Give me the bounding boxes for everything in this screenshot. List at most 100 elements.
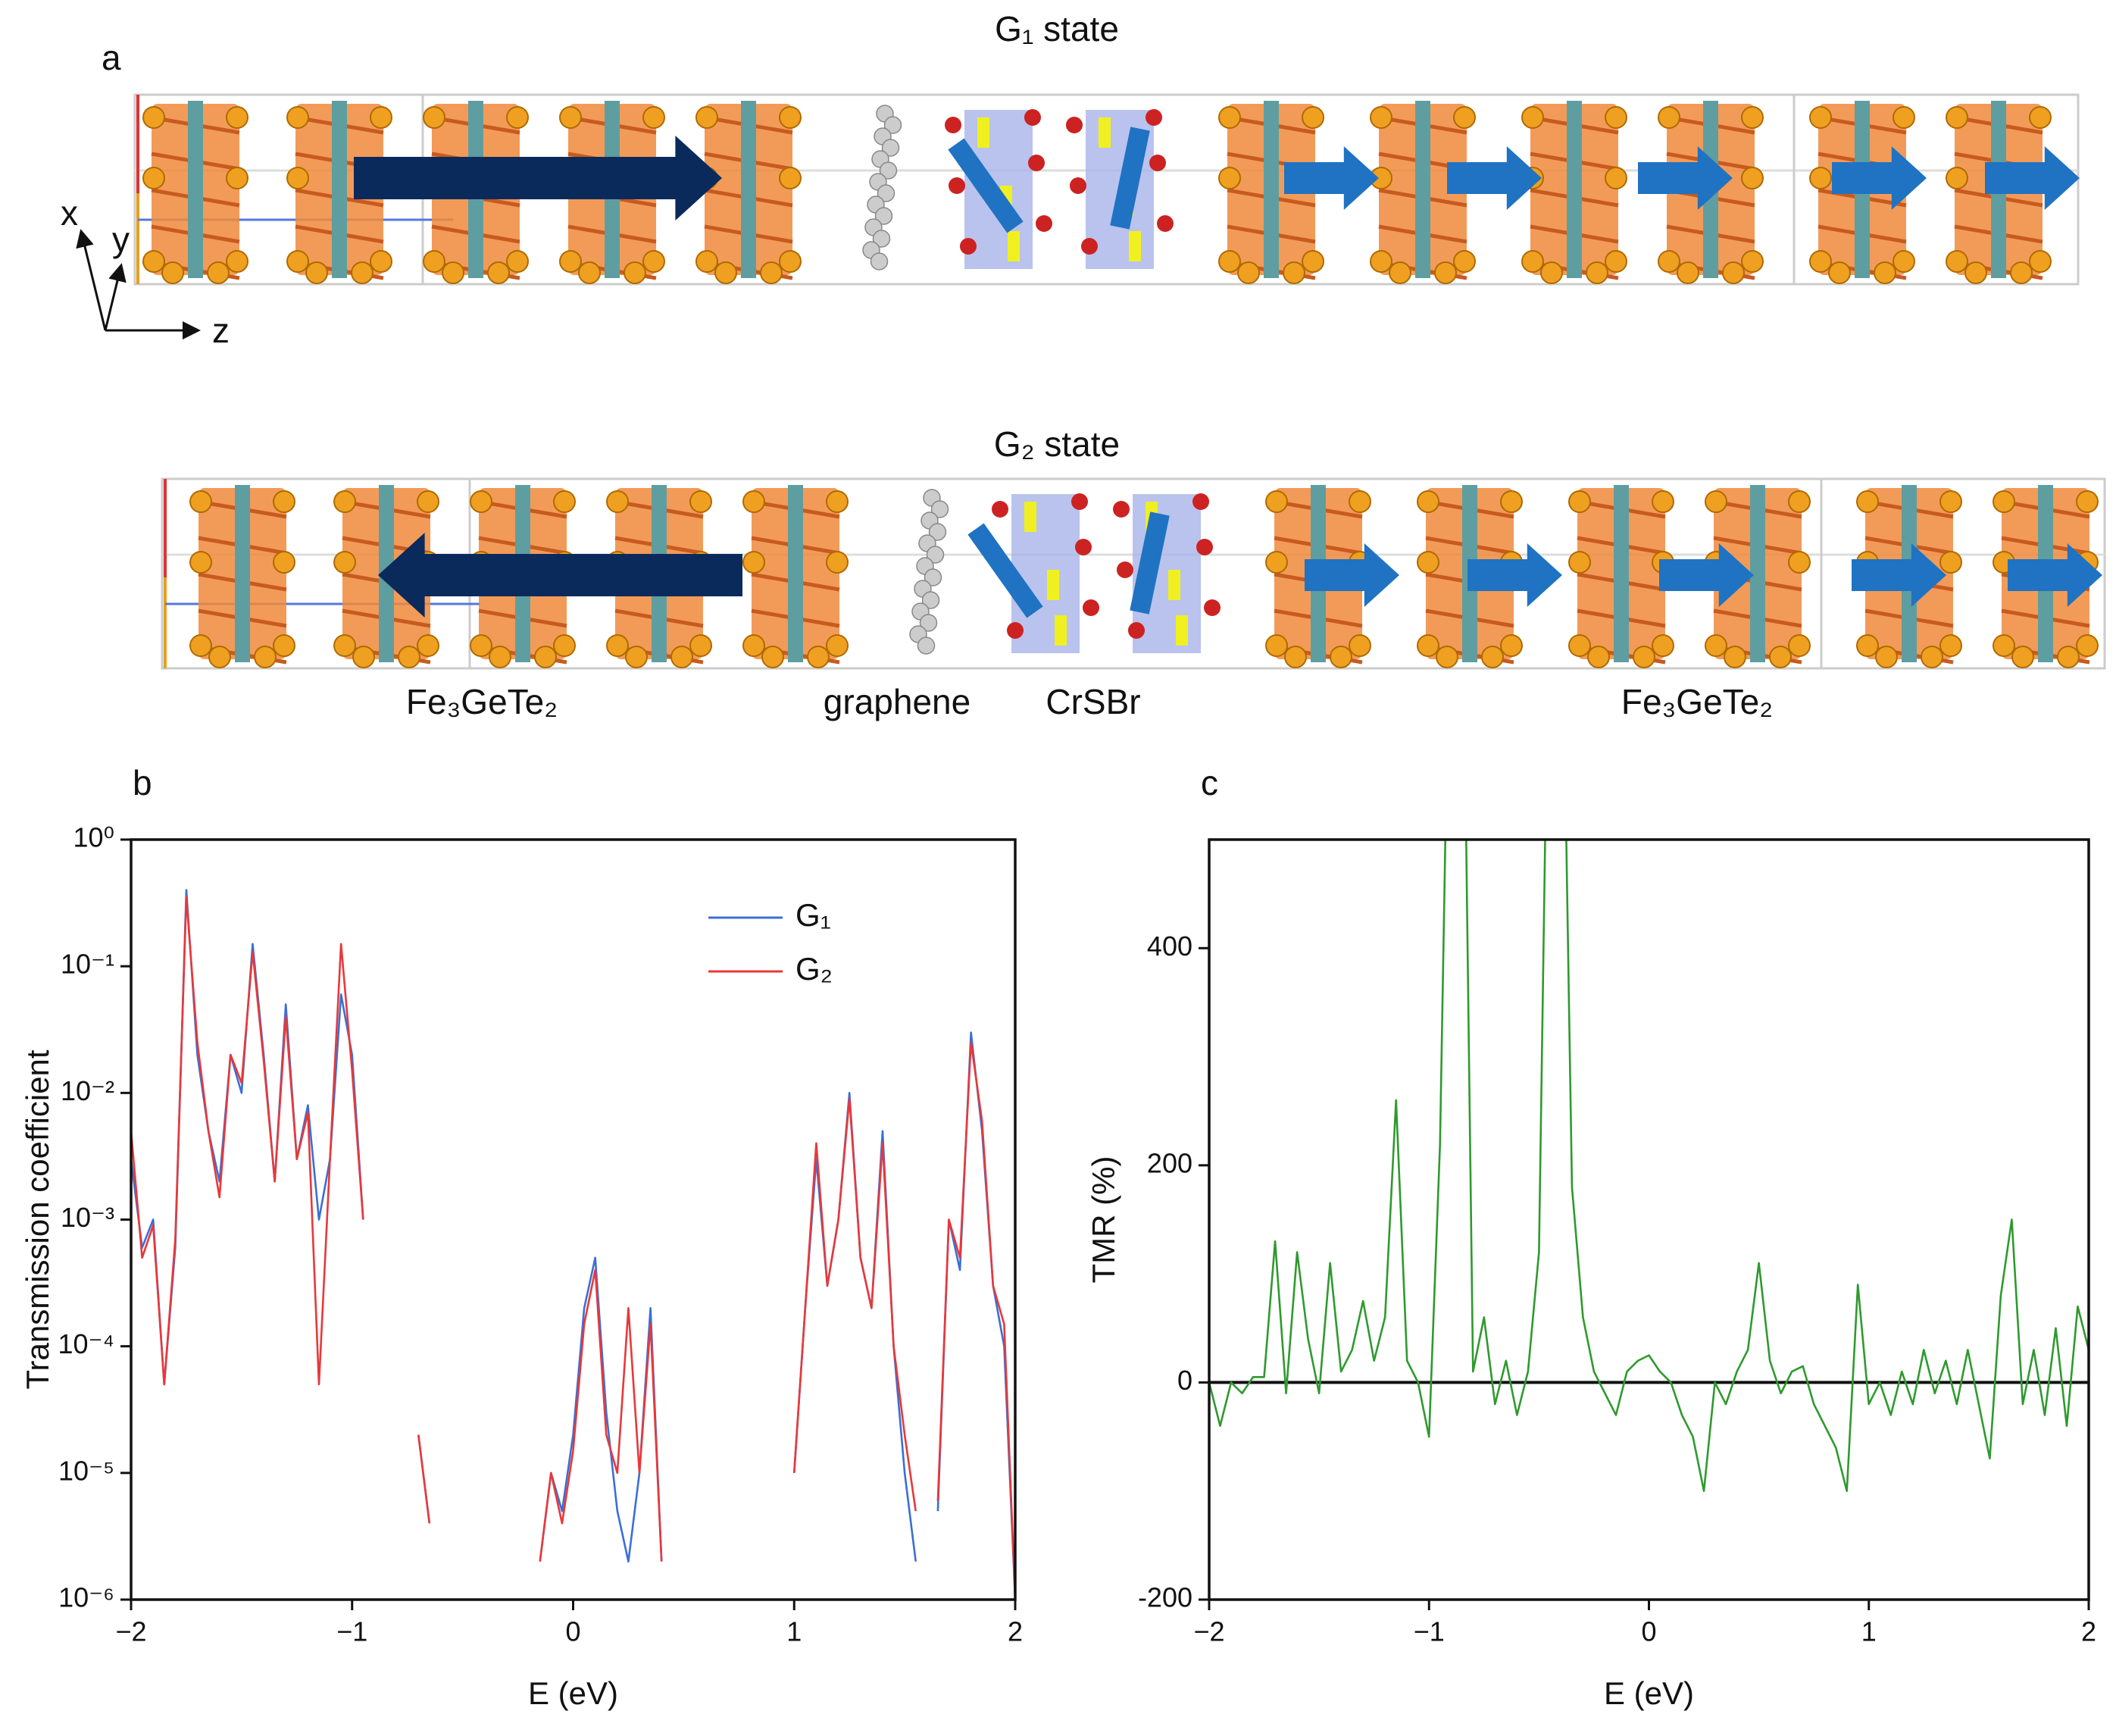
te-atom	[1540, 261, 1563, 284]
te-atom	[1417, 490, 1439, 513]
te-atom	[1330, 646, 1352, 668]
br-atom	[1066, 117, 1083, 133]
br-atom	[1028, 155, 1045, 171]
br-atom	[949, 177, 965, 194]
te-atom	[1633, 646, 1655, 668]
te-atom	[1500, 634, 1523, 657]
series-line	[936, 1031, 1015, 1600]
state-title: G₁ state	[995, 9, 1119, 48]
te-atom	[714, 261, 737, 284]
s-atom	[1047, 570, 1059, 600]
te-atom	[2011, 646, 2034, 668]
spin-arrow	[1305, 543, 1399, 607]
te-atom	[606, 490, 629, 513]
series-line	[539, 1268, 663, 1562]
te-atom	[1568, 490, 1591, 513]
te-atom	[695, 106, 718, 129]
te-atom	[1302, 106, 1324, 129]
te-atom	[1741, 106, 1764, 129]
spin-arrow-tilted	[1110, 127, 1150, 230]
te-atom	[226, 167, 248, 189]
spin-arrow	[2008, 543, 2102, 607]
te-atom	[1939, 490, 1962, 513]
te-atom	[1568, 551, 1591, 574]
ge-column	[235, 485, 250, 662]
te-atom	[1218, 106, 1241, 129]
s-atom	[1024, 502, 1036, 532]
te-atom	[2029, 250, 2052, 273]
te-atom	[1705, 634, 1727, 657]
te-atom	[286, 106, 309, 129]
br-atom	[1149, 155, 1166, 171]
layer-label: Fe₃GeTe₂	[1621, 682, 1773, 721]
br-atom	[1117, 561, 1133, 578]
spin-arrow-tilted	[948, 138, 1024, 233]
te-atom	[487, 261, 510, 284]
te-atom	[1521, 106, 1544, 129]
ge-column	[332, 101, 347, 278]
te-atom	[1788, 490, 1811, 513]
te-atom	[286, 167, 309, 189]
te-atom	[1809, 167, 1832, 189]
te-atom	[1370, 250, 1392, 273]
br-atom	[1075, 539, 1092, 555]
layer-label: Fe₃GeTe₂	[406, 682, 558, 721]
carbon-atom	[881, 139, 900, 157]
te-atom	[1586, 261, 1608, 284]
te-atom	[273, 634, 295, 657]
spin-arrow-tilted	[1130, 511, 1170, 615]
spin-arrow-large	[378, 533, 742, 618]
y-tick-label: 10⁻¹	[61, 949, 114, 980]
te-atom	[189, 551, 212, 574]
ge-column	[1264, 101, 1279, 278]
carbon-atom	[917, 637, 936, 655]
te-atom	[189, 634, 212, 657]
ge-column	[1614, 485, 1629, 662]
te-atom	[1434, 261, 1457, 284]
te-atom	[1722, 261, 1745, 284]
te-atom	[1893, 250, 1915, 273]
carbon-atom	[921, 591, 940, 609]
te-atom	[1677, 261, 1699, 284]
ge-column	[188, 101, 203, 278]
te-atom	[1370, 106, 1392, 129]
s-atom	[1099, 117, 1111, 148]
triad-arrow	[104, 263, 127, 331]
te-atom	[1587, 646, 1610, 668]
br-atom	[1007, 622, 1024, 639]
te-atom	[1237, 261, 1260, 284]
te-atom	[417, 634, 439, 657]
spin-arrow-large	[354, 136, 722, 221]
te-atom	[826, 634, 849, 657]
te-atom	[1741, 167, 1764, 189]
te-atom	[1993, 634, 2015, 657]
te-atom	[2076, 634, 2099, 657]
ge-column	[1750, 485, 1765, 662]
te-atom	[1265, 634, 1288, 657]
y-tick-label: 400	[1147, 931, 1192, 962]
supercell-frame	[133, 93, 2080, 286]
te-atom	[1993, 490, 2015, 513]
te-atom	[1389, 261, 1411, 284]
te-atom	[606, 634, 629, 657]
te-atom	[1349, 634, 1371, 657]
carbon-atom	[879, 161, 898, 180]
te-atom	[689, 490, 712, 513]
te-atom	[2029, 106, 2052, 129]
x-tick-label: −2	[1193, 1616, 1224, 1647]
te-atom	[742, 490, 765, 513]
carbon-atom	[883, 116, 902, 134]
te-atom	[189, 490, 212, 513]
te-atom	[273, 490, 295, 513]
te-atom	[779, 167, 802, 189]
te-atom	[161, 261, 184, 284]
series-line	[792, 1092, 917, 1562]
te-atom	[1658, 106, 1680, 129]
te-atom	[1605, 106, 1627, 129]
te-atom	[370, 250, 392, 273]
fgt-unit	[1568, 485, 1674, 668]
spin-arrow	[1832, 146, 1927, 210]
spin-arrow	[1985, 146, 2080, 210]
te-atom	[1939, 551, 1962, 574]
te-atom	[1946, 250, 1968, 273]
